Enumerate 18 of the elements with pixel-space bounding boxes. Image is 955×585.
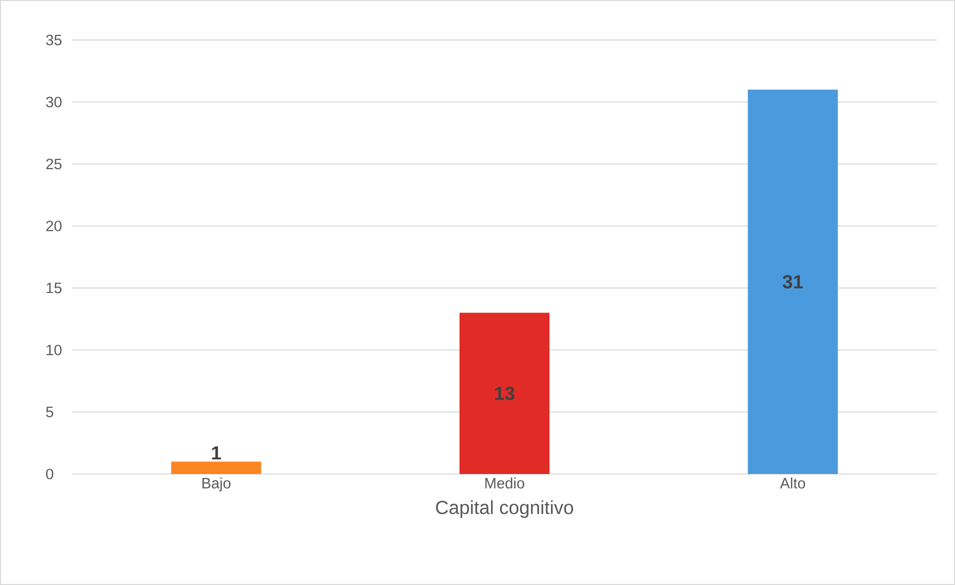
y-tick-label: 30: [46, 96, 62, 108]
y-tick-label: 5: [46, 406, 54, 418]
y-tick-label: 15: [46, 282, 62, 294]
bar: [171, 462, 262, 474]
x-tick-label: Medio: [485, 478, 524, 488]
y-tick-label: 20: [46, 220, 62, 232]
x-axis-title: Capital cognitivo: [436, 500, 574, 518]
data-label: 13: [495, 386, 514, 400]
x-tick-label: Bajo: [202, 478, 231, 492]
x-tick-label: Alto: [780, 478, 806, 488]
y-tick-label: 35: [46, 34, 62, 46]
y-tick-label: 0: [46, 468, 54, 480]
data-label: 1: [212, 446, 221, 460]
data-label: 31: [782, 275, 803, 289]
bar: [460, 312, 550, 474]
bar: [748, 90, 838, 474]
y-tick-label: 25: [46, 158, 62, 170]
y-tick-label: 10: [46, 344, 62, 356]
